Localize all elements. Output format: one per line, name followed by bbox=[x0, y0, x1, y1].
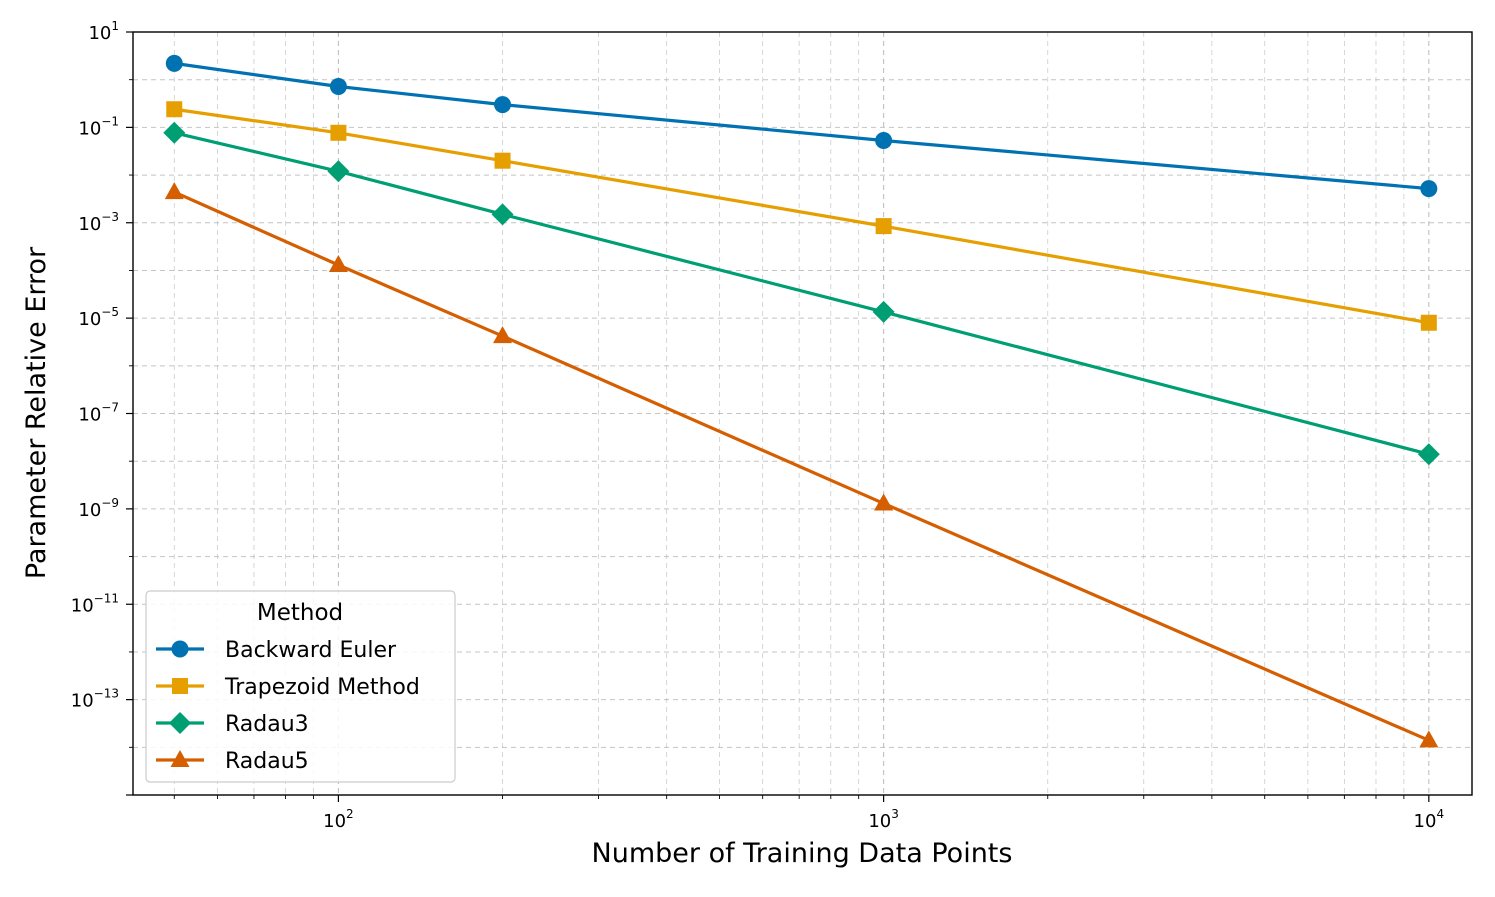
data-point-square bbox=[494, 152, 511, 169]
legend-item: Trapezoid Method bbox=[156, 675, 420, 700]
legend-label: Radau5 bbox=[225, 749, 309, 774]
data-point-triangle bbox=[1419, 730, 1439, 748]
data-point-triangle bbox=[874, 493, 894, 511]
series-trapezoid-method bbox=[166, 101, 1437, 331]
legend-title: Method bbox=[257, 600, 343, 626]
legend-label: Radau3 bbox=[225, 712, 309, 737]
y-tick-label: 10−3 bbox=[78, 210, 119, 235]
series-radau5 bbox=[164, 182, 1439, 748]
series-group bbox=[163, 54, 1440, 748]
data-point-diamond bbox=[163, 121, 186, 144]
y-tick-label: 10−7 bbox=[78, 401, 119, 426]
x-axis-title: Number of Training Data Points bbox=[592, 838, 1013, 869]
data-point-triangle bbox=[493, 326, 513, 344]
y-tick-label: 10−1 bbox=[78, 114, 119, 139]
x-tick-label: 102 bbox=[323, 807, 354, 832]
data-point-circle bbox=[875, 132, 893, 150]
legend-marker bbox=[170, 750, 190, 767]
legend-item: Radau5 bbox=[156, 749, 309, 774]
legend-entries: Backward Euler Trapezoid Method Radau3 Rada… bbox=[156, 638, 420, 774]
data-point-square bbox=[330, 124, 347, 141]
series-radau3 bbox=[163, 121, 1440, 466]
data-point-diamond bbox=[327, 160, 350, 183]
data-point-diamond bbox=[1417, 443, 1440, 466]
legend-box bbox=[145, 590, 456, 783]
data-point-square bbox=[166, 101, 183, 118]
series-backward-euler bbox=[165, 54, 1438, 198]
y-tick-label: 10−9 bbox=[78, 496, 119, 521]
data-point-circle bbox=[494, 96, 512, 114]
data-point-diamond bbox=[872, 300, 895, 323]
x-tick-label: 103 bbox=[868, 807, 899, 832]
data-point-triangle bbox=[164, 182, 184, 200]
y-tick-label: 101 bbox=[88, 19, 119, 44]
y-tick-label: 10−5 bbox=[78, 305, 119, 330]
legend-marker bbox=[169, 712, 191, 734]
legend-item: Radau3 bbox=[156, 712, 309, 737]
data-point-square bbox=[1420, 314, 1437, 331]
axis-ticks: 102 103 104 101 10−1 10−3 10−5 10−7 10−9 10−11 10−… bbox=[71, 19, 1444, 832]
data-point-circle bbox=[165, 54, 183, 72]
legend-label: Trapezoid Method bbox=[224, 675, 420, 700]
legend-label: Backward Euler bbox=[225, 638, 397, 663]
legend-marker bbox=[172, 678, 188, 694]
y-axis-title: Parameter Relative Error bbox=[21, 246, 52, 579]
data-point-circle bbox=[329, 77, 347, 95]
data-point-square bbox=[875, 218, 892, 235]
data-point-triangle bbox=[328, 255, 348, 273]
y-tick-label: 10−13 bbox=[71, 687, 119, 712]
x-tick-label: 104 bbox=[1414, 807, 1445, 832]
legend-marker bbox=[171, 640, 189, 658]
data-point-diamond bbox=[491, 203, 514, 226]
y-tick-label: 10−11 bbox=[71, 591, 119, 616]
legend: Method Backward Euler Trapezoid Method Rad… bbox=[145, 590, 456, 783]
data-point-circle bbox=[1420, 180, 1438, 198]
legend-item: Backward Euler bbox=[156, 638, 397, 663]
